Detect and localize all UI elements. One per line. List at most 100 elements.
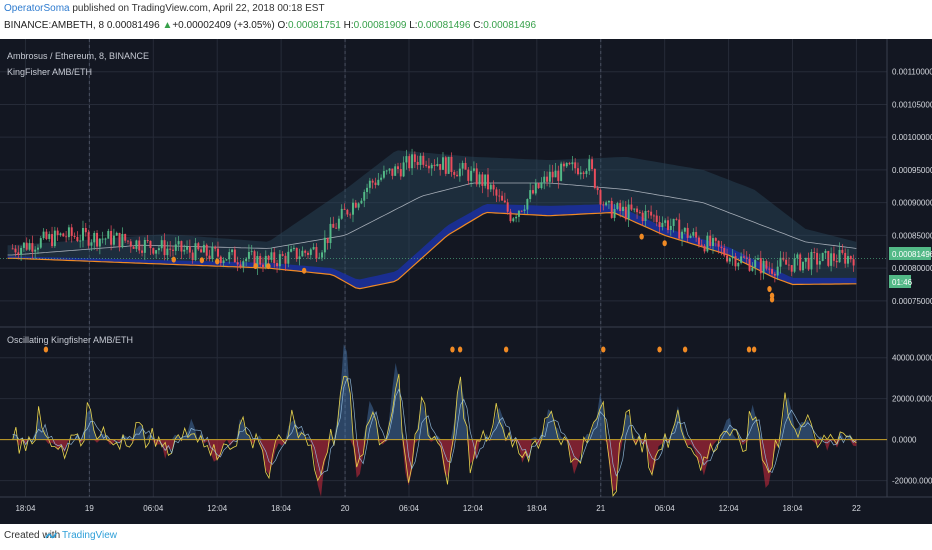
candle-body[interactable] xyxy=(366,187,369,192)
candle-body[interactable] xyxy=(163,240,166,256)
candle-body[interactable] xyxy=(96,232,99,247)
candle-body[interactable] xyxy=(512,218,515,222)
candle-body[interactable] xyxy=(273,252,276,264)
candle-body[interactable] xyxy=(675,218,678,220)
candle-body[interactable] xyxy=(135,240,138,249)
candle-body[interactable] xyxy=(343,208,346,210)
candle-body[interactable] xyxy=(146,240,149,241)
candle-body[interactable] xyxy=(658,222,661,228)
candle-body[interactable] xyxy=(568,162,571,165)
candle-body[interactable] xyxy=(444,157,447,174)
candle-body[interactable] xyxy=(681,231,684,239)
candle-body[interactable] xyxy=(433,164,436,166)
candle-body[interactable] xyxy=(484,174,487,186)
candle-body[interactable] xyxy=(284,255,287,264)
chart-canvas[interactable]: 0.00110000 0.00105000 0.00100000 0.00095000… xyxy=(0,39,932,524)
candle-body[interactable] xyxy=(34,249,37,252)
candle-body[interactable] xyxy=(292,247,295,250)
candle-body[interactable] xyxy=(543,176,546,183)
candle-body[interactable] xyxy=(110,230,113,245)
candle-body[interactable] xyxy=(188,246,191,253)
candle-body[interactable] xyxy=(180,241,183,252)
candle-body[interactable] xyxy=(236,262,239,265)
candle-body[interactable] xyxy=(318,257,321,259)
candle-body[interactable] xyxy=(382,171,385,178)
candle-body[interactable] xyxy=(442,157,444,170)
candle-body[interactable] xyxy=(87,232,90,246)
candle-body[interactable] xyxy=(39,238,42,248)
candle-body[interactable] xyxy=(200,249,203,253)
candle-body[interactable] xyxy=(51,234,54,247)
candle-body[interactable] xyxy=(557,170,560,181)
candle-body[interactable] xyxy=(84,228,87,233)
candle-body[interactable] xyxy=(472,168,475,171)
candle-body[interactable] xyxy=(641,212,644,222)
candle-body[interactable] xyxy=(588,159,591,171)
candle-body[interactable] xyxy=(562,163,565,167)
candle-body[interactable] xyxy=(630,204,633,210)
candle-body[interactable] xyxy=(579,172,582,175)
candle-body[interactable] xyxy=(141,250,144,253)
candle-body[interactable] xyxy=(329,223,332,244)
candle-body[interactable] xyxy=(425,164,428,166)
candle-body[interactable] xyxy=(352,202,354,215)
candle-body[interactable] xyxy=(636,208,639,213)
candle-body[interactable] xyxy=(475,168,478,185)
candle-body[interactable] xyxy=(765,261,768,269)
candle-body[interactable] xyxy=(616,203,619,209)
candle-body[interactable] xyxy=(672,218,675,226)
candle-body[interactable] xyxy=(703,245,706,252)
candle-body[interactable] xyxy=(754,259,757,268)
candle-body[interactable] xyxy=(408,156,411,169)
candle-body[interactable] xyxy=(194,243,197,261)
candle-body[interactable] xyxy=(818,261,821,265)
candle-body[interactable] xyxy=(534,183,537,194)
candle-body[interactable] xyxy=(683,227,686,232)
candle-body[interactable] xyxy=(627,204,630,220)
candle-body[interactable] xyxy=(802,261,804,271)
candle-body[interactable] xyxy=(757,258,759,260)
candle-body[interactable] xyxy=(692,232,695,236)
candle-body[interactable] xyxy=(458,168,461,177)
candle-body[interactable] xyxy=(585,170,588,174)
candle-body[interactable] xyxy=(186,246,189,250)
candle-body[interactable] xyxy=(540,182,543,189)
candle-body[interactable] xyxy=(124,233,127,241)
candle-body[interactable] xyxy=(591,159,594,170)
candle-body[interactable] xyxy=(847,256,849,264)
candle-body[interactable] xyxy=(650,211,653,216)
candle-body[interactable] xyxy=(152,248,155,254)
candle-body[interactable] xyxy=(416,161,419,165)
candle-body[interactable] xyxy=(28,243,31,250)
candle-body[interactable] xyxy=(706,235,709,252)
candle-body[interactable] xyxy=(748,258,751,271)
price-pane[interactable] xyxy=(0,148,887,303)
candle-body[interactable] xyxy=(520,210,523,212)
candle-body[interactable] xyxy=(776,266,779,276)
candle-body[interactable] xyxy=(720,246,723,249)
candle-body[interactable] xyxy=(76,236,79,242)
candle-body[interactable] xyxy=(129,241,132,247)
candle-body[interactable] xyxy=(548,171,551,182)
candle-body[interactable] xyxy=(436,164,439,166)
candle-body[interactable] xyxy=(394,166,397,176)
candle-body[interactable] xyxy=(202,244,205,253)
tradingview-brand-link[interactable]: TradingView xyxy=(62,530,118,541)
candle-body[interactable] xyxy=(208,255,211,259)
candle-body[interactable] xyxy=(737,262,740,267)
candle-body[interactable] xyxy=(231,249,234,253)
candle-body[interactable] xyxy=(363,191,366,201)
candle-body[interactable] xyxy=(717,240,720,247)
candle-body[interactable] xyxy=(391,168,394,176)
candle-body[interactable] xyxy=(523,209,526,211)
candle-body[interactable] xyxy=(405,156,408,163)
candle-body[interactable] xyxy=(574,162,577,169)
candle-body[interactable] xyxy=(247,251,250,259)
candle-body[interactable] xyxy=(622,206,624,212)
candle-body[interactable] xyxy=(22,242,25,248)
candle-body[interactable] xyxy=(245,258,248,262)
candle-body[interactable] xyxy=(852,259,855,266)
candle-body[interactable] xyxy=(20,247,23,255)
candle-body[interactable] xyxy=(669,225,672,230)
candle-body[interactable] xyxy=(565,162,568,167)
